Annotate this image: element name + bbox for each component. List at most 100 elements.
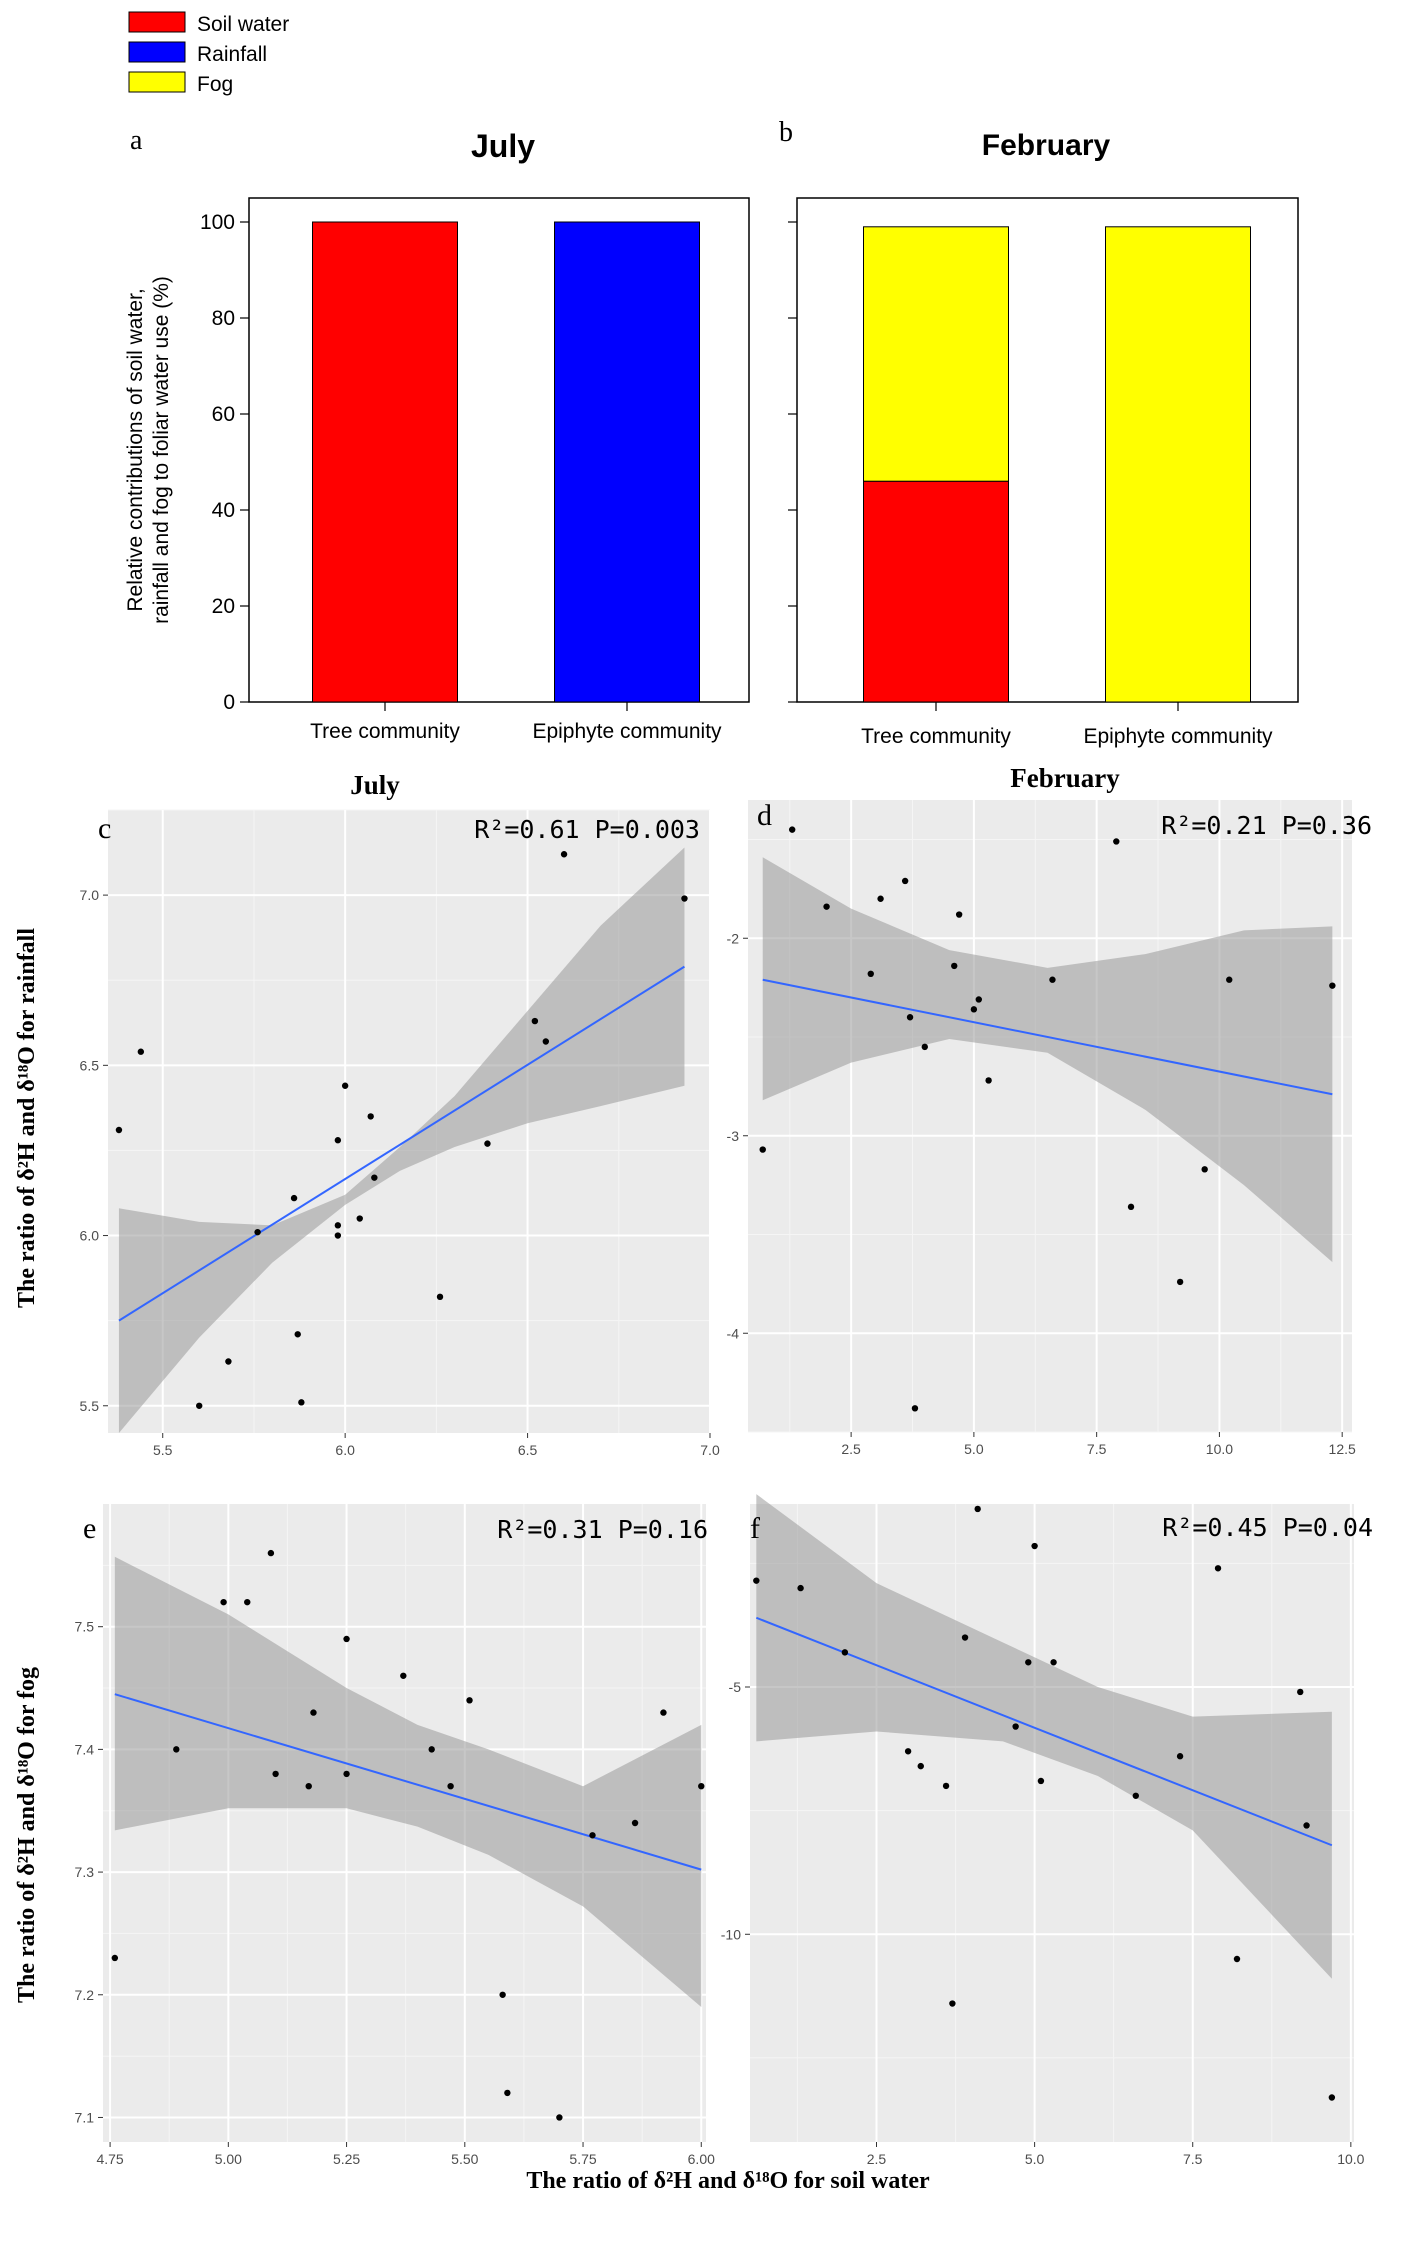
panel-a-xtick-epiphyte: Epiphyte community xyxy=(532,720,722,743)
legend-swatch-rainfall xyxy=(128,41,186,63)
panel-f-point xyxy=(1297,1688,1304,1696)
panel-c-point xyxy=(290,1194,298,1202)
panel-f-xtick-label: 7.5 xyxy=(1183,2151,1203,2167)
panel-d-point xyxy=(1113,838,1120,845)
panel-c-xtick-label: 6.0 xyxy=(335,1442,355,1458)
panel-f-regression-line xyxy=(755,1616,1333,1847)
panel-e-point xyxy=(447,1782,454,1790)
panel-e-point xyxy=(343,1635,350,1643)
panel-f-point xyxy=(1176,1753,1184,1760)
panel-e-xtick-label: 5.50 xyxy=(451,2151,478,2167)
panel-e-point xyxy=(220,1598,227,1606)
panel-d-xtick-label: 12.5 xyxy=(1329,1441,1356,1457)
panel-b-xtick-epiphyte: Epiphyte community xyxy=(1083,725,1273,748)
panel-e-point xyxy=(499,1991,506,1998)
panel-e-point xyxy=(698,1782,705,1790)
panel-e-xtick-label: 4.75 xyxy=(96,2151,123,2167)
panel-a-ytick-label: 100 xyxy=(200,211,235,234)
y-axis-label-ef: The ratio of δ²H and δ¹⁸O for fog xyxy=(14,1667,40,2003)
y-axis-label-ab-line-2: rainfall and fog to foliar water use (%) xyxy=(150,276,173,624)
panel-e-point xyxy=(173,1746,180,1753)
panel-f-xtick-label: 5.0 xyxy=(1025,2151,1045,2167)
panel-a-xtick-tree: Tree community xyxy=(310,720,460,743)
panel-f-point xyxy=(841,1649,849,1656)
panel-c-point xyxy=(196,1402,203,1409)
panel-c-regression-line xyxy=(118,965,685,1322)
panel-d-point xyxy=(901,877,909,885)
panel-d-regression-line xyxy=(762,978,1333,1096)
panel-f-point xyxy=(1050,1659,1057,1666)
panel-d: February 2.5 5.0 7.5 10.0 12.5 -4 -3 -2 d R²=0.… xyxy=(727,763,1372,1457)
panel-c-title: July xyxy=(350,770,400,800)
panel-c-xtick-label: 6.5 xyxy=(518,1442,538,1458)
panel-c-point xyxy=(341,1082,349,1089)
y-axis-label-ab-line-1: Relative contributions of soil water, xyxy=(124,288,147,611)
panel-c-point xyxy=(254,1228,261,1236)
panel-d-point xyxy=(877,895,884,902)
panel-f-point xyxy=(961,1634,969,1641)
panel-c-point xyxy=(371,1174,378,1181)
panel-b-bar-tree-soil-water xyxy=(863,480,1009,703)
panel-d-ytick-label: -2 xyxy=(727,930,740,946)
panel-c-ytick-label: 7.0 xyxy=(80,887,100,903)
panel-e-annotation: R²=0.31 P=0.16 xyxy=(497,1515,708,1544)
panel-f-point xyxy=(1025,1659,1032,1666)
panel-e-ytick-label: 7.4 xyxy=(75,1741,95,1757)
panel-e-point xyxy=(589,1832,596,1839)
panel-f-point xyxy=(949,2000,956,2007)
panel-f-point xyxy=(797,1584,804,1592)
panel-f-point xyxy=(904,1748,912,1755)
panel-c-point xyxy=(367,1113,374,1120)
panel-b-bar-epiphyte-fog xyxy=(1105,226,1251,703)
panel-e-xtick-label: 5.75 xyxy=(569,2151,596,2167)
legend: Soil water Rainfall Fog xyxy=(128,11,289,96)
panel-e-xtick-label: 5.00 xyxy=(215,2151,242,2167)
panel-e-point xyxy=(267,1549,275,1557)
panel-f-letter: f xyxy=(750,1512,760,1545)
panel-c-background xyxy=(108,810,710,1433)
panel-d-point xyxy=(951,962,958,970)
panel-d-ytick-label: -3 xyxy=(727,1128,740,1144)
panel-c-ytick-label: 5.5 xyxy=(80,1398,100,1414)
panel-c-annotation: R²=0.61 P=0.003 xyxy=(474,815,700,844)
panel-d-point xyxy=(759,1146,766,1153)
panel-b-xtick-tree: Tree community xyxy=(861,725,1011,748)
panel-d-point xyxy=(1201,1166,1208,1173)
panel-d-point xyxy=(1176,1278,1184,1286)
panel-c-ytick-label: 6.5 xyxy=(80,1057,100,1073)
panel-f-point xyxy=(1132,1792,1140,1799)
panel-a-ytick-label: 60 xyxy=(212,403,235,426)
panel-c-point xyxy=(560,851,568,858)
panel-f-point xyxy=(1012,1723,1019,1730)
panel-d-point xyxy=(906,1014,914,1021)
panel-c-point xyxy=(681,895,688,902)
panel-a-ytick-label: 0 xyxy=(223,691,235,714)
panel-f-ytick-label: -5 xyxy=(729,1679,742,1695)
panel-c-point xyxy=(137,1048,145,1055)
panel-a-ytick-label: 40 xyxy=(212,499,235,522)
panel-d-title: February xyxy=(1010,763,1120,793)
panel-f-confidence-band xyxy=(756,1494,1332,1979)
panel-e-point xyxy=(244,1598,251,1606)
panel-f-point xyxy=(942,1782,950,1790)
panel-f: 2.5 5.0 7.5 10.0 -10 -5 f R²=0.45 P=0.04 xyxy=(721,1494,1373,2167)
panel-c-point xyxy=(356,1215,363,1222)
panel-e-ytick-label: 7.2 xyxy=(75,1987,95,2003)
panel-e-point xyxy=(631,1819,639,1827)
panel-b-letter: b xyxy=(779,117,793,148)
panel-c-confidence-band xyxy=(118,847,685,1433)
panel-d-point xyxy=(1127,1203,1135,1211)
panel-c-ytick-label: 6.0 xyxy=(80,1228,100,1244)
panel-d-point xyxy=(1049,976,1056,983)
panel-d-point xyxy=(921,1043,928,1051)
panel-e-ytick-label: 7.1 xyxy=(75,2109,95,2125)
legend-label-soil-water: Soil water xyxy=(197,13,289,36)
panel-d-annotation: R²=0.21 P=0.36 xyxy=(1161,811,1372,840)
panel-a-bar-epiphyte-rainfall xyxy=(554,221,700,703)
panel-c-point xyxy=(294,1331,301,1338)
panel-f-annotation: R²=0.45 P=0.04 xyxy=(1162,1513,1373,1542)
panel-c-letter: c xyxy=(98,812,111,845)
y-axis-label-cd: The ratio of δ²H and δ¹⁸O for rainfall xyxy=(14,928,40,1308)
panel-d-confidence-band xyxy=(762,857,1333,1263)
panel-a-letter: a xyxy=(130,125,143,156)
